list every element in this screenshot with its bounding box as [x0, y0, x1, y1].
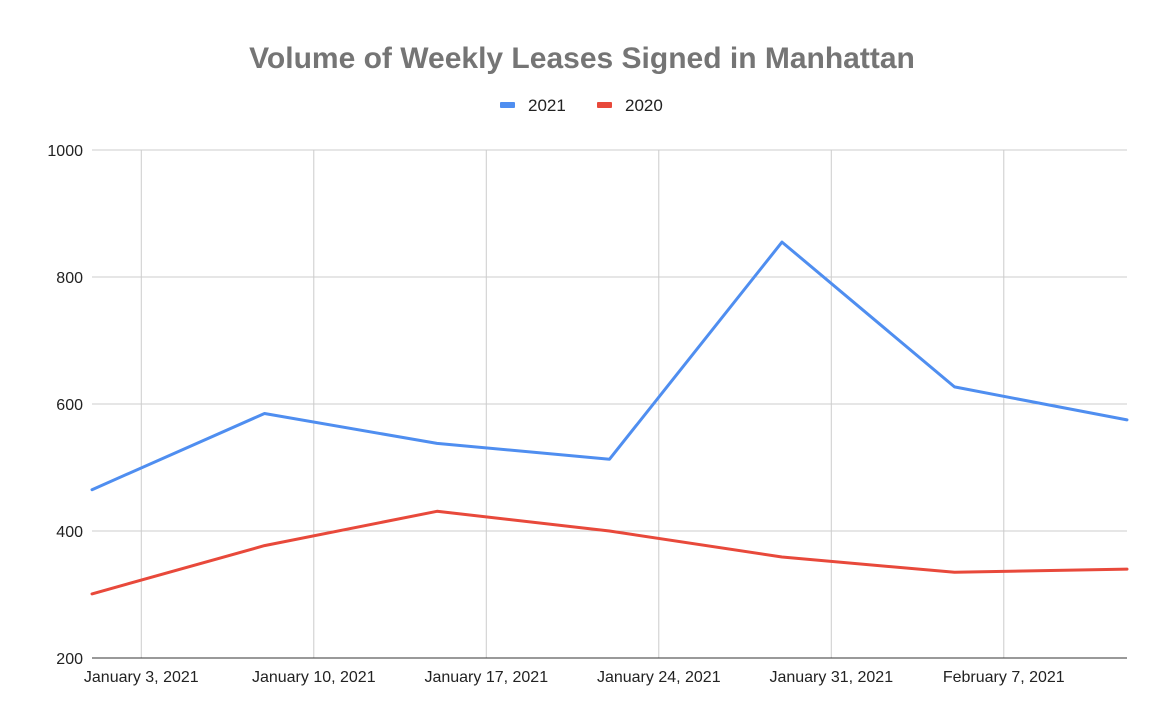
data-point-2021[interactable]: [260, 409, 270, 419]
x-tick-label: January 17, 2021: [424, 669, 548, 686]
legend-label: 2020: [625, 96, 663, 115]
series-line-2021[interactable]: [90, 240, 1129, 492]
x-tick-label: January 3, 2021: [84, 669, 199, 686]
series-line-2020[interactable]: [90, 509, 1129, 596]
y-axis-ticks: 200 400 600 800 1000: [47, 143, 83, 668]
x-tick-label: February 7, 2021: [943, 669, 1065, 686]
legend[interactable]: 2021 2020: [500, 96, 663, 115]
legend-item-2021[interactable]: 2021: [500, 96, 566, 115]
x-tick-label: January 24, 2021: [597, 669, 721, 686]
legend-item-2020[interactable]: 2020: [597, 96, 663, 115]
data-point-2020[interactable]: [777, 552, 787, 562]
chart-title: Volume of Weekly Leases Signed in Manhat…: [249, 42, 915, 75]
data-point-2020[interactable]: [1122, 564, 1132, 574]
data-point-2020[interactable]: [432, 506, 442, 516]
data-point-2021[interactable]: [1122, 415, 1132, 425]
data-point-2020[interactable]: [260, 541, 270, 551]
x-tick-label: January 31, 2021: [769, 669, 893, 686]
data-point-2021[interactable]: [950, 382, 960, 392]
x-axis-ticks: January 3, 2021 January 10, 2021 January 1…: [84, 669, 1065, 686]
data-point-2020[interactable]: [87, 589, 97, 599]
data-point-2021[interactable]: [605, 454, 615, 464]
data-point-2020[interactable]: [605, 526, 615, 536]
x-tick-label: January 10, 2021: [252, 669, 376, 686]
legend-label: 2021: [528, 96, 566, 115]
data-point-2021[interactable]: [777, 237, 787, 247]
data-point-2021[interactable]: [432, 438, 442, 448]
legend-swatch: [597, 102, 612, 108]
series-group: [87, 237, 1132, 599]
data-point-2020[interactable]: [950, 567, 960, 577]
y-tick-label: 800: [56, 270, 83, 287]
y-tick-label: 1000: [47, 143, 83, 160]
y-tick-label: 400: [56, 524, 83, 541]
y-tick-label: 600: [56, 397, 83, 414]
data-point-2021[interactable]: [87, 485, 97, 495]
grid: [92, 149, 1127, 658]
legend-swatch: [500, 102, 515, 108]
y-tick-label: 200: [56, 651, 83, 668]
